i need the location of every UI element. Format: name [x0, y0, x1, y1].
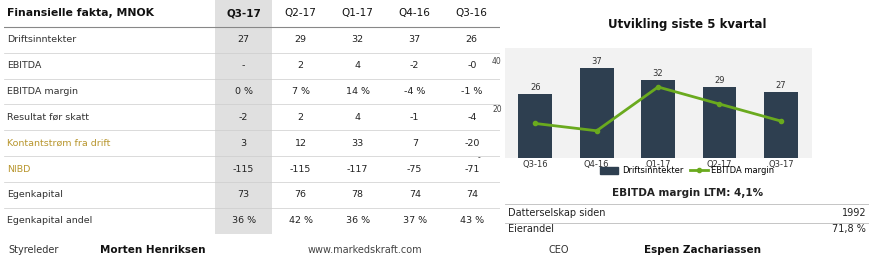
Text: 7 %: 7 %: [291, 87, 309, 96]
Text: Q1-17: Q1-17: [342, 9, 373, 18]
Text: www.markedskraft.com: www.markedskraft.com: [308, 245, 422, 255]
Text: 26: 26: [529, 83, 540, 92]
Text: 2: 2: [297, 61, 303, 70]
Text: -2: -2: [239, 113, 248, 122]
Text: 7: 7: [411, 139, 417, 148]
Text: -20: -20: [463, 139, 479, 148]
Text: 32: 32: [652, 69, 663, 78]
Text: 29: 29: [295, 35, 306, 44]
Text: 73: 73: [237, 190, 249, 199]
Text: 32: 32: [351, 35, 363, 44]
Bar: [215, 0, 272, 234]
Text: Driftsinntekter: Driftsinntekter: [7, 35, 76, 44]
Text: Q3-17: Q3-17: [226, 9, 261, 18]
Text: 74: 74: [408, 190, 421, 199]
Text: 36 %: 36 %: [345, 216, 369, 225]
Text: 76: 76: [295, 190, 306, 199]
Text: EBITDA margin: EBITDA margin: [7, 87, 77, 96]
Legend: Driftsinntekter, EBITDA margin: Driftsinntekter, EBITDA margin: [596, 163, 777, 179]
Text: Styreleder: Styreleder: [9, 245, 59, 255]
Text: Kontantstrøm fra drift: Kontantstrøm fra drift: [7, 139, 110, 148]
Text: 71,8 %: 71,8 %: [832, 224, 866, 234]
Text: 27: 27: [774, 81, 786, 90]
Text: -: -: [477, 153, 480, 162]
Text: 33: 33: [351, 139, 363, 148]
Text: 26: 26: [465, 35, 477, 44]
Text: Datterselskap siden: Datterselskap siden: [507, 208, 605, 218]
Bar: [579, 68, 613, 158]
Text: -1 %: -1 %: [461, 87, 482, 96]
Text: -0: -0: [467, 61, 476, 70]
Text: -71: -71: [463, 164, 479, 174]
Text: Egenkapital: Egenkapital: [7, 190, 63, 199]
Text: 4: 4: [355, 113, 361, 122]
Text: 27: 27: [237, 35, 249, 44]
Text: 37: 37: [408, 35, 421, 44]
Text: -: -: [242, 61, 245, 70]
Bar: [640, 80, 674, 158]
Text: 78: 78: [351, 190, 363, 199]
Text: 29: 29: [713, 76, 724, 85]
Text: -115: -115: [233, 164, 254, 174]
Text: Q3-16: Q3-16: [455, 9, 488, 18]
Text: 42 %: 42 %: [289, 216, 312, 225]
Text: NIBD: NIBD: [7, 164, 30, 174]
Bar: [763, 92, 797, 158]
Text: CEO: CEO: [547, 245, 568, 255]
Text: 0 %: 0 %: [235, 87, 252, 96]
Text: 12: 12: [295, 139, 306, 148]
Text: 4: 4: [355, 61, 361, 70]
Text: Finansielle fakta, MNOK: Finansielle fakta, MNOK: [7, 9, 154, 18]
Text: EBITDA: EBITDA: [7, 61, 41, 70]
Text: 43 %: 43 %: [459, 216, 483, 225]
Text: 37 %: 37 %: [402, 216, 427, 225]
Text: Q2-17: Q2-17: [284, 9, 316, 18]
Text: -4 %: -4 %: [403, 87, 425, 96]
Text: EBITDA margin LTM: 4,1%: EBITDA margin LTM: 4,1%: [611, 188, 762, 198]
Text: 1992: 1992: [840, 208, 866, 218]
Text: Eierandel: Eierandel: [507, 224, 554, 234]
Text: Morten Henriksen: Morten Henriksen: [100, 245, 205, 255]
Text: 3: 3: [241, 139, 247, 148]
Text: -117: -117: [347, 164, 368, 174]
Text: Resultat før skatt: Resultat før skatt: [7, 113, 89, 122]
Text: -1: -1: [409, 113, 419, 122]
Bar: [702, 87, 735, 158]
Text: Espen Zachariassen: Espen Zachariassen: [643, 245, 760, 255]
Text: -115: -115: [289, 164, 311, 174]
Text: 74: 74: [465, 190, 477, 199]
Text: Utvikling siste 5 kvartal: Utvikling siste 5 kvartal: [607, 18, 766, 30]
Text: 36 %: 36 %: [231, 216, 255, 225]
Text: Q4-16: Q4-16: [398, 9, 430, 18]
Text: 14 %: 14 %: [345, 87, 369, 96]
Text: Egenkapital andel: Egenkapital andel: [7, 216, 92, 225]
Text: -2: -2: [409, 61, 419, 70]
Text: 37: 37: [591, 57, 601, 66]
Text: -4: -4: [467, 113, 476, 122]
Text: -75: -75: [407, 164, 422, 174]
Bar: [518, 94, 552, 158]
Text: 2: 2: [297, 113, 303, 122]
